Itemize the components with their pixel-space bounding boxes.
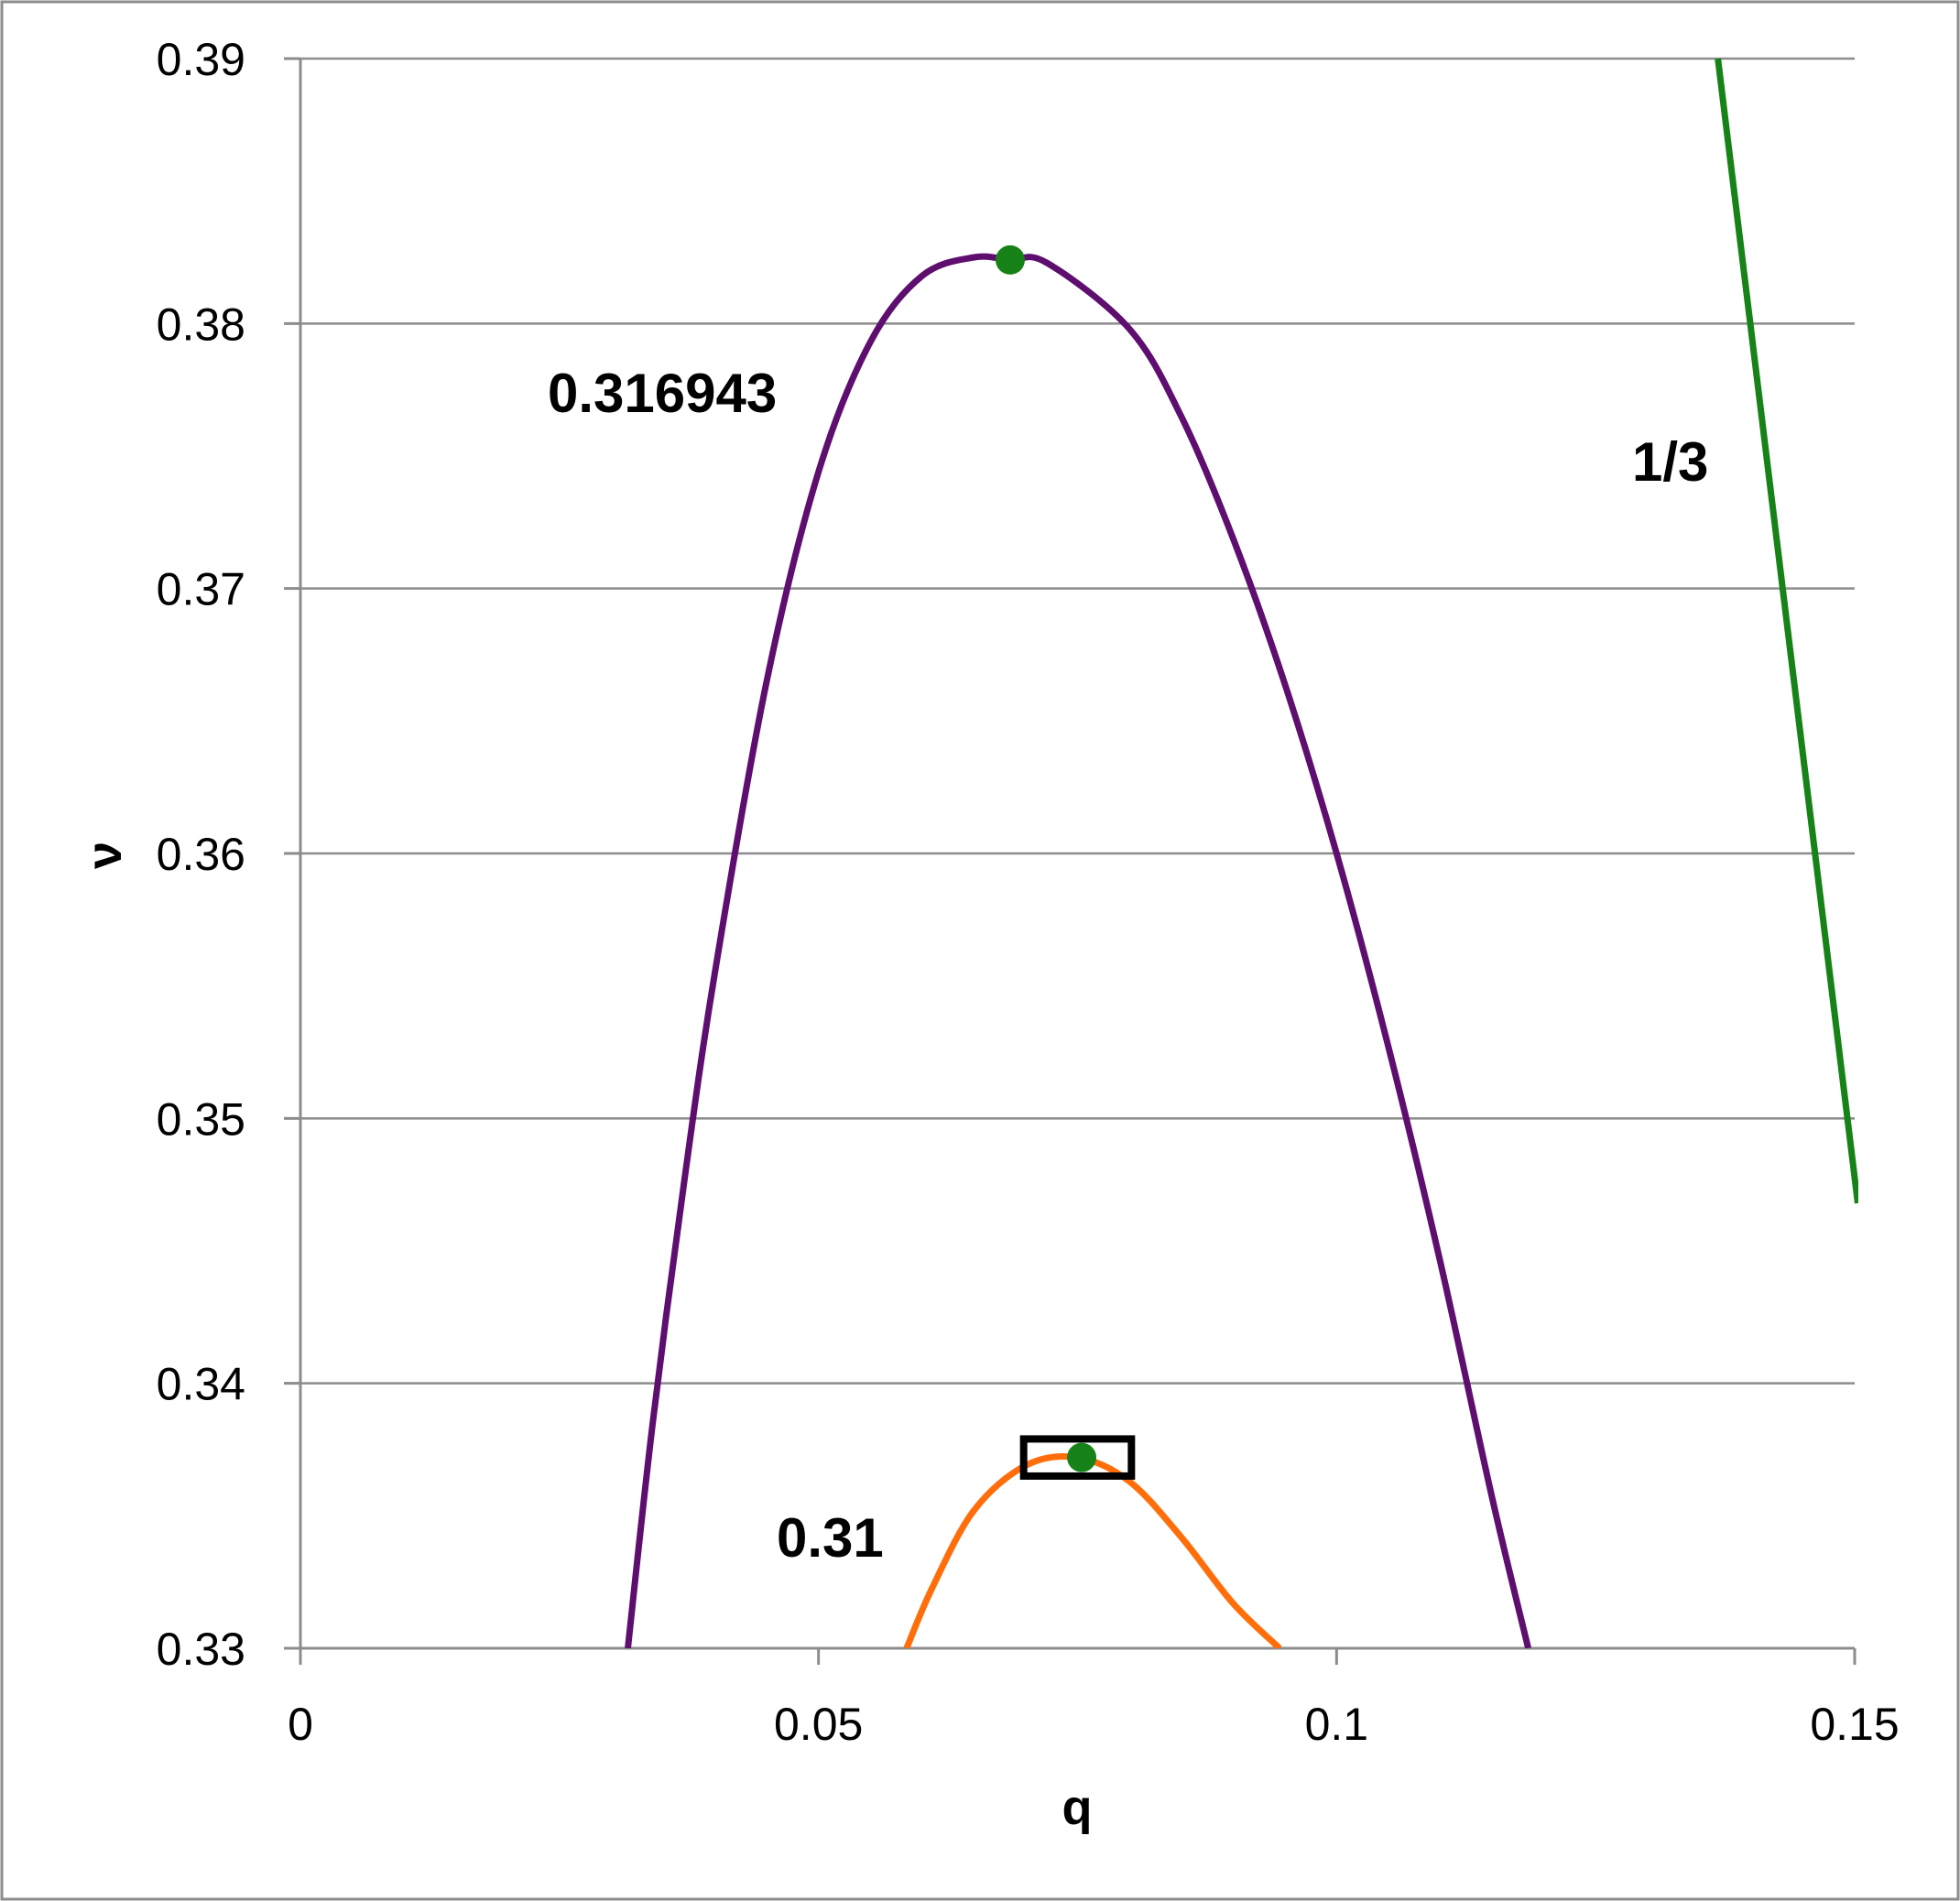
y-tick-label: 0.37 bbox=[157, 564, 245, 615]
x-tick-label: 0.15 bbox=[1810, 1699, 1899, 1750]
series-label-0-316943: 0.316943 bbox=[548, 363, 777, 424]
plot-area-markers bbox=[995, 244, 1136, 1480]
x-axis-ticks: 0 0.05 0.1 0.15 bbox=[288, 1648, 1900, 1750]
y-axis-title: ν bbox=[77, 842, 132, 869]
maximum-point-marker bbox=[995, 244, 1025, 275]
highlight-box bbox=[1019, 1435, 1136, 1480]
y-tick-label: 0.39 bbox=[157, 34, 245, 85]
series-label-1-3: 1/3 bbox=[1632, 431, 1708, 493]
y-tick-label: 0.34 bbox=[157, 1359, 245, 1410]
series-label-0-31: 0.31 bbox=[777, 1507, 884, 1569]
x-tick-label: 0.05 bbox=[774, 1699, 863, 1750]
y-tick-label: 0.35 bbox=[157, 1093, 245, 1145]
x-axis-title: q bbox=[1062, 1780, 1093, 1835]
gridlines bbox=[300, 57, 1855, 1385]
y-axis-ticks: 0.33 0.34 0.35 0.36 0.37 0.38 0.39 bbox=[157, 34, 300, 1675]
series-line-0 bbox=[625, 253, 1532, 1648]
x-tick-label: 0 bbox=[288, 1699, 313, 1750]
x-tick-label: 0.1 bbox=[1305, 1699, 1369, 1750]
series-line-2 bbox=[1715, 58, 1858, 1204]
maximum-point-marker bbox=[1067, 1442, 1097, 1472]
y-tick-label: 0.36 bbox=[157, 829, 245, 880]
y-tick-label: 0.33 bbox=[157, 1624, 245, 1675]
y-tick-label: 0.38 bbox=[157, 299, 245, 350]
